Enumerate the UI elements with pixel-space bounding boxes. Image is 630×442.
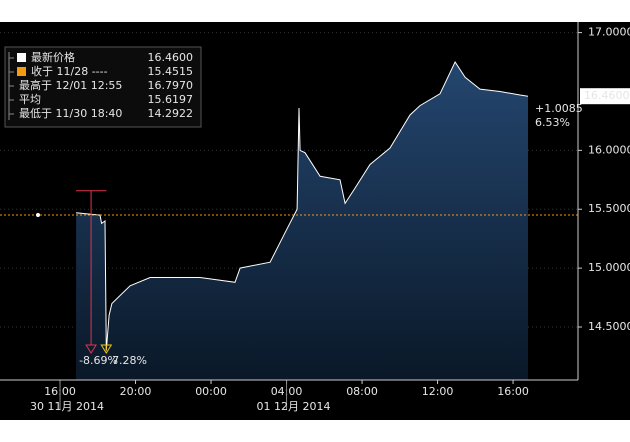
legend-icon xyxy=(17,53,26,62)
drop-label: -8.69% xyxy=(79,354,118,367)
x-tick-label: 16:00 xyxy=(497,385,529,398)
drop-marker xyxy=(100,344,113,354)
last-price-tag xyxy=(580,88,630,105)
last-price-label: 16.4600 xyxy=(584,89,630,102)
legend-value: 16.7970 xyxy=(148,79,194,92)
legend-label: 平均 xyxy=(19,93,41,106)
legend: 最新价格 16.4600 收于 11/28 ---- 15.4515 最高于 12/01… xyxy=(4,46,202,128)
legend-value: 14.2922 xyxy=(148,107,194,120)
date-label: 30 11月 2014 xyxy=(30,400,104,413)
area xyxy=(76,62,528,380)
legend-label: 最新价格 xyxy=(31,50,75,64)
x-tick-label: 00:00 xyxy=(195,385,227,398)
x-tick-label: 08:00 xyxy=(346,385,378,398)
change-label: 6.53% xyxy=(535,116,570,129)
legend-label: 最高于 12/01 12:55 xyxy=(19,78,122,92)
price-line xyxy=(76,60,529,351)
drop-marker xyxy=(85,344,97,354)
y-tick-label: 15.0000 xyxy=(588,261,630,274)
legend-value: 16.4600 xyxy=(148,51,194,64)
legend-label: 收于 11/28 ---- xyxy=(31,64,108,78)
date-label: 01 12月 2014 xyxy=(257,400,331,413)
y-tick-label: 15.5000 xyxy=(588,202,630,215)
legend-tree xyxy=(8,52,14,120)
legend-value: 15.4515 xyxy=(148,65,194,78)
y-tick-label: 14.5000 xyxy=(588,320,630,333)
change-label: +1.0085 xyxy=(535,102,583,115)
legend-box xyxy=(4,46,202,128)
y-tick-label: 16.0000 xyxy=(588,143,630,156)
prev-close-dot xyxy=(36,212,40,217)
legend-label: 最低于 11/30 18:40 xyxy=(19,107,122,120)
legend-icon xyxy=(17,67,26,76)
y-tick-label: 17.0000 xyxy=(588,26,630,39)
x-tick-label: 12:00 xyxy=(422,385,454,398)
drop-marker xyxy=(76,190,107,345)
legend-value: 15.6197 xyxy=(148,93,194,106)
x-tick-label: 20:00 xyxy=(120,385,152,398)
drop-label: 7.28% xyxy=(112,354,147,367)
